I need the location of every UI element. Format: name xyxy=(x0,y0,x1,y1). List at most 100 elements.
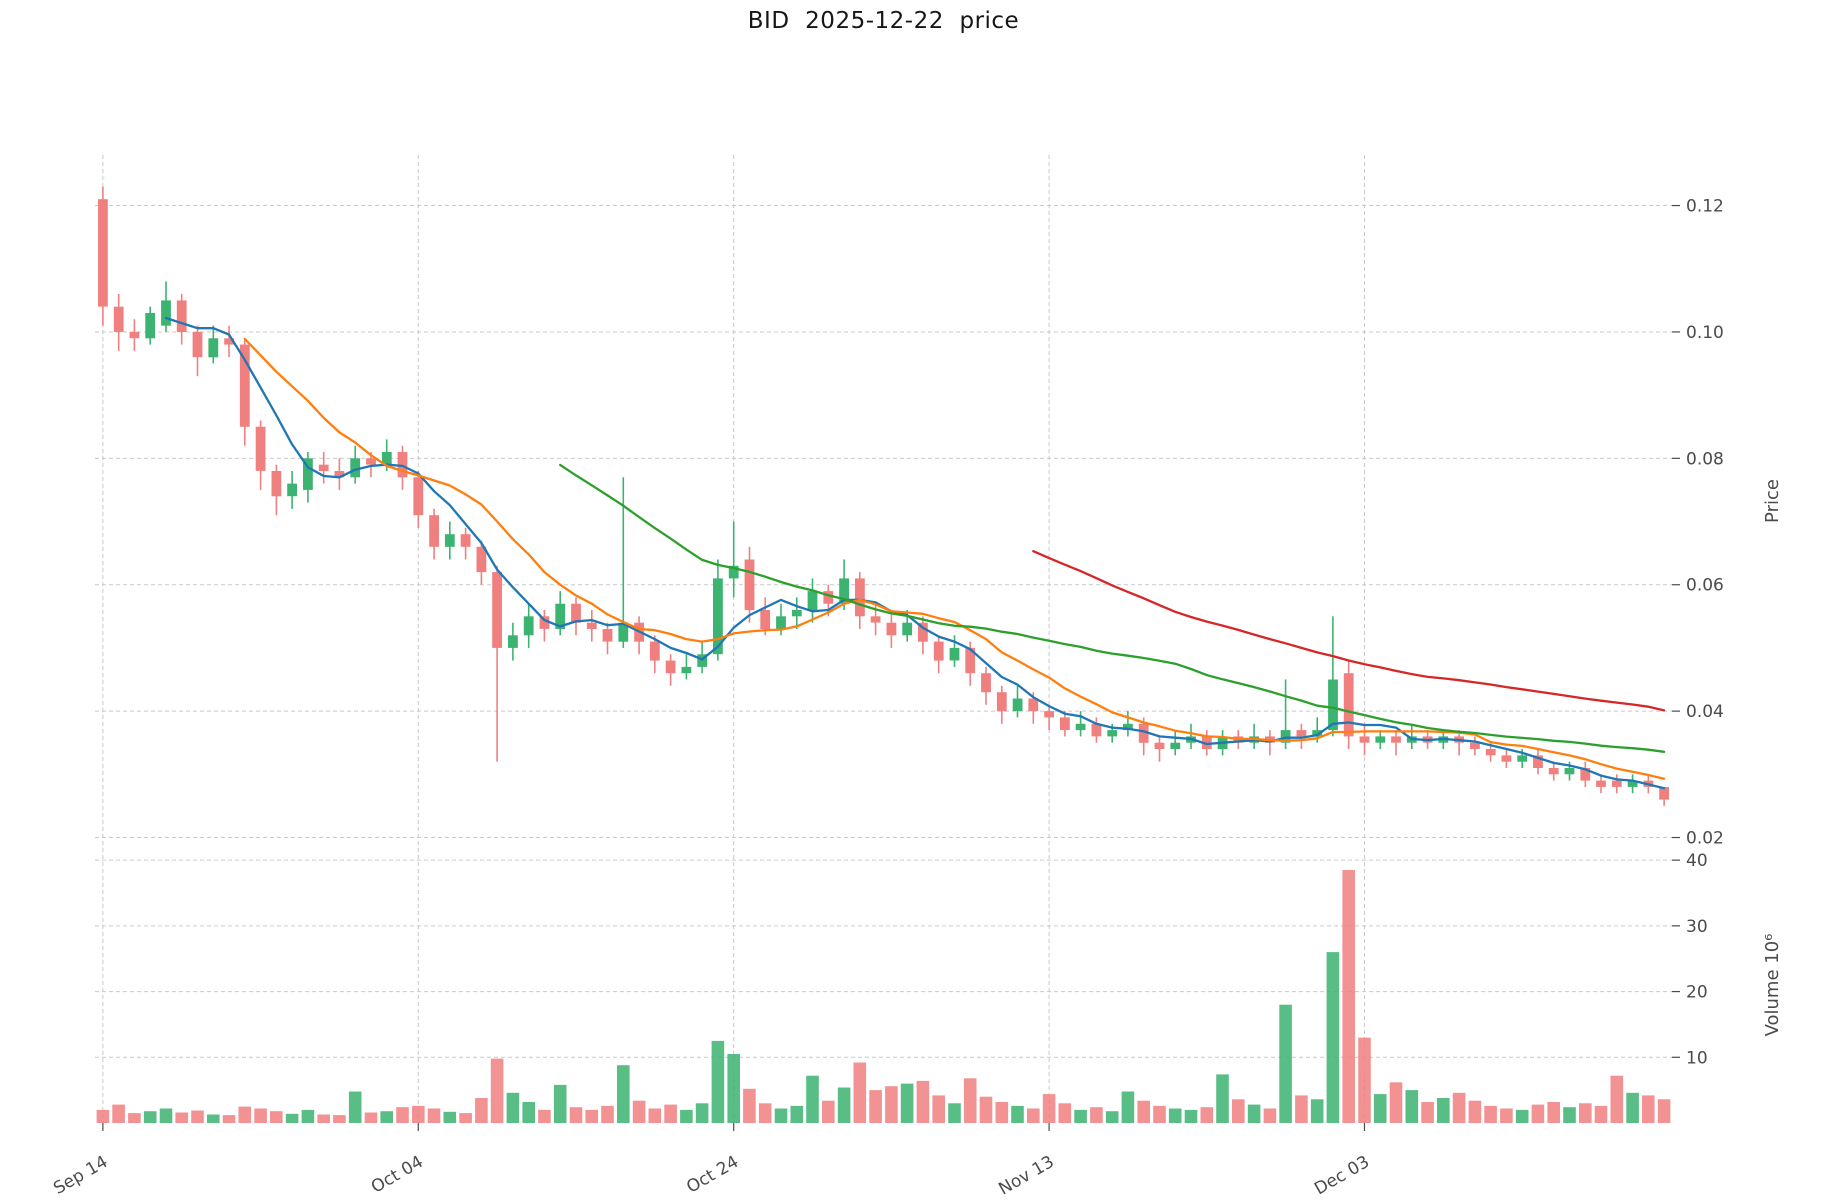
candle xyxy=(429,508,439,560)
candle xyxy=(933,635,944,674)
volume-bar xyxy=(1594,1105,1608,1123)
volume-bar xyxy=(412,1105,425,1123)
candle xyxy=(634,616,644,655)
candle xyxy=(176,294,187,345)
volume-bar xyxy=(270,1111,283,1123)
volume-bar xyxy=(822,1100,835,1123)
candle xyxy=(744,546,755,623)
candle xyxy=(444,521,455,560)
candle xyxy=(602,622,613,655)
gridlines xyxy=(95,155,1672,1123)
volume-bar xyxy=(538,1109,551,1123)
volume-bar xyxy=(1547,1102,1560,1123)
x-tick-label: Nov 13 xyxy=(995,1152,1057,1199)
volume-bar xyxy=(1452,1092,1466,1123)
price-tick-label: 0.10 xyxy=(1686,323,1724,343)
volume-bar xyxy=(1484,1105,1497,1123)
price-tick-label: 0.08 xyxy=(1686,449,1724,469)
candle xyxy=(1328,616,1338,737)
candle xyxy=(1343,660,1354,749)
volume-bar xyxy=(1500,1108,1513,1123)
volume-bar xyxy=(995,1102,1009,1123)
volume-tick-label: 30 xyxy=(1686,917,1708,937)
candle xyxy=(681,654,692,680)
candle xyxy=(334,458,345,490)
volume-bar xyxy=(1279,1004,1292,1123)
candle xyxy=(113,294,124,351)
volume-bar xyxy=(1579,1103,1592,1123)
candle xyxy=(981,666,991,705)
volume-bar xyxy=(806,1075,819,1123)
volume-bar xyxy=(207,1114,220,1123)
volume-bar xyxy=(1011,1105,1024,1123)
volume-bar xyxy=(128,1113,141,1123)
volume-bar xyxy=(506,1092,520,1123)
x-tick-label: Oct 24 xyxy=(683,1152,742,1198)
volume-bar xyxy=(333,1115,346,1123)
candle xyxy=(1091,717,1102,743)
candle xyxy=(728,521,739,598)
volume-bar xyxy=(601,1105,614,1123)
volume-bar xyxy=(143,1111,157,1123)
candle xyxy=(996,685,1007,724)
volume-bar xyxy=(112,1104,125,1123)
volume-bar xyxy=(1563,1107,1576,1123)
volume-bar xyxy=(1642,1095,1655,1123)
volume-bar xyxy=(1168,1108,1182,1123)
volume-bar xyxy=(1342,870,1355,1123)
volume-bar xyxy=(96,1109,110,1123)
volume-bar xyxy=(1626,1092,1639,1123)
volume-bar xyxy=(837,1087,851,1123)
volume-bar xyxy=(916,1080,930,1123)
volume-bar xyxy=(932,1095,945,1123)
volume-bar xyxy=(1437,1098,1450,1123)
price-tick-label: 0.04 xyxy=(1686,702,1724,722)
candle xyxy=(713,559,723,661)
volume-bar xyxy=(743,1088,756,1123)
candle xyxy=(697,641,708,674)
volume-bar xyxy=(254,1108,267,1123)
volume-bar xyxy=(1232,1099,1245,1123)
volume-bar xyxy=(1137,1100,1150,1123)
x-tick-label: Sep 14 xyxy=(50,1152,111,1199)
volume-bar xyxy=(632,1100,646,1123)
volume-bar xyxy=(1326,952,1340,1123)
volume-bar xyxy=(648,1108,662,1123)
volume-bar xyxy=(1090,1107,1103,1123)
candle xyxy=(239,338,250,446)
volume-bar xyxy=(222,1115,236,1123)
volume-bar xyxy=(1263,1108,1277,1123)
candle xyxy=(523,603,534,648)
candle xyxy=(1596,774,1606,794)
candle xyxy=(1265,730,1275,756)
volume-bar xyxy=(900,1083,914,1123)
volume-bar xyxy=(1105,1111,1119,1123)
candle xyxy=(886,610,897,648)
candle xyxy=(208,325,219,364)
volume-tick-label: 40 xyxy=(1686,851,1708,871)
volume-bar xyxy=(522,1102,535,1123)
volume-bar xyxy=(1405,1090,1419,1123)
volume-bar xyxy=(1247,1104,1261,1123)
candle xyxy=(1611,774,1622,794)
candle xyxy=(1391,730,1401,756)
volume-bar xyxy=(963,1078,977,1123)
volume-bar xyxy=(1610,1075,1624,1123)
candle xyxy=(1296,723,1307,749)
candle xyxy=(1201,730,1212,756)
volume-bar xyxy=(1295,1095,1308,1123)
volume-bar xyxy=(1074,1109,1087,1123)
candles xyxy=(98,186,1669,806)
candle xyxy=(1138,717,1149,756)
price-tick-label: 0.06 xyxy=(1686,576,1724,596)
ma-10-line xyxy=(243,337,1666,780)
volume-bar xyxy=(1058,1103,1072,1123)
volume-tick-label: 20 xyxy=(1686,983,1708,1003)
volume-bar xyxy=(869,1090,882,1123)
candle xyxy=(413,471,424,528)
candle xyxy=(397,445,408,490)
volume-bar xyxy=(459,1113,472,1123)
volume-bar xyxy=(1515,1109,1529,1123)
candle xyxy=(1170,730,1181,756)
